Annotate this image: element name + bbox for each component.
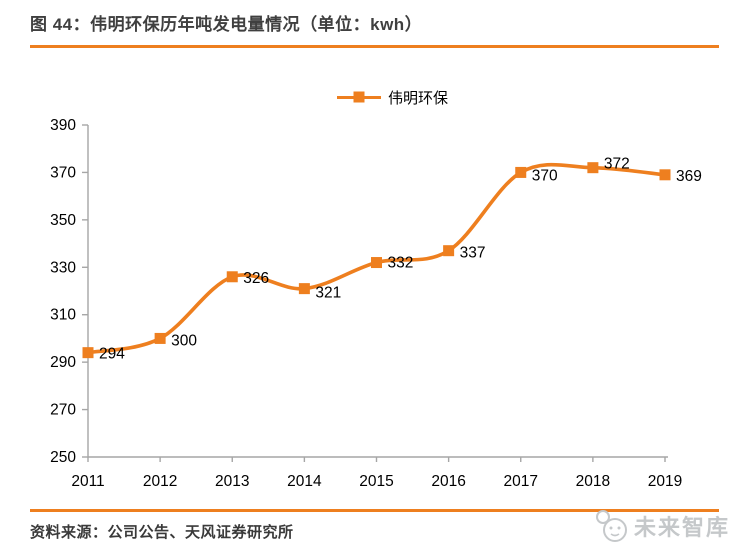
footer-rule	[30, 509, 719, 512]
x-tick-label: 2011	[71, 473, 104, 490]
watermark-text: 未来智库	[633, 515, 730, 540]
data-label: 300	[171, 332, 197, 349]
data-label: 321	[315, 285, 341, 302]
data-point-marker	[371, 257, 382, 269]
x-tick-label: 2019	[648, 473, 682, 490]
data-label: 337	[460, 245, 486, 262]
y-tick-label: 310	[50, 307, 76, 324]
axis-lines	[87, 125, 668, 458]
y-tick-label: 350	[50, 212, 76, 229]
title-underline	[30, 45, 719, 48]
data-label: 370	[532, 167, 558, 184]
watermark-logo: 未来智库	[594, 506, 730, 546]
watermark-face-icon	[595, 510, 627, 542]
y-tick-label: 250	[50, 449, 76, 466]
x-tick-label: 2015	[359, 473, 393, 490]
data-label: 332	[388, 255, 414, 272]
legend-square-icon	[353, 91, 365, 103]
data-point-marker	[587, 162, 599, 174]
x-tick-label: 2014	[287, 473, 322, 490]
data-label: 326	[243, 270, 269, 287]
x-tick-label: 2017	[504, 473, 538, 490]
y-tick-label: 390	[50, 117, 76, 134]
data-point-marker	[226, 271, 238, 283]
data-point-marker	[515, 166, 527, 178]
chart-legend: 伟明环保	[0, 87, 733, 107]
data-point-marker	[443, 245, 455, 257]
legend-entry: 伟明环保	[336, 87, 448, 108]
x-tick-label: 2013	[215, 473, 249, 490]
legend-line-marker-icon	[336, 91, 381, 103]
data-label: 294	[99, 346, 125, 363]
legend-label: 伟明环保	[387, 89, 448, 107]
data-point-marker	[298, 283, 310, 295]
y-tick-label: 290	[50, 354, 76, 371]
y-tick-label: 370	[50, 164, 76, 181]
data-label: 369	[676, 168, 702, 185]
figure-title: 图 44：伟明环保历年吨发电量情况（单位：kwh）	[30, 15, 423, 34]
x-tick-label: 2012	[143, 473, 177, 490]
x-tick-label: 2016	[431, 473, 465, 490]
x-tick-label: 2018	[576, 473, 610, 490]
y-tick-label: 270	[50, 402, 76, 419]
data-point-marker	[154, 332, 166, 344]
source-note: 资料来源：公司公告、天风证券研究所	[30, 524, 294, 541]
data-point-marker	[659, 169, 671, 181]
data-label: 372	[604, 156, 630, 173]
data-point-marker	[82, 347, 94, 359]
y-tick-label: 330	[50, 259, 76, 276]
